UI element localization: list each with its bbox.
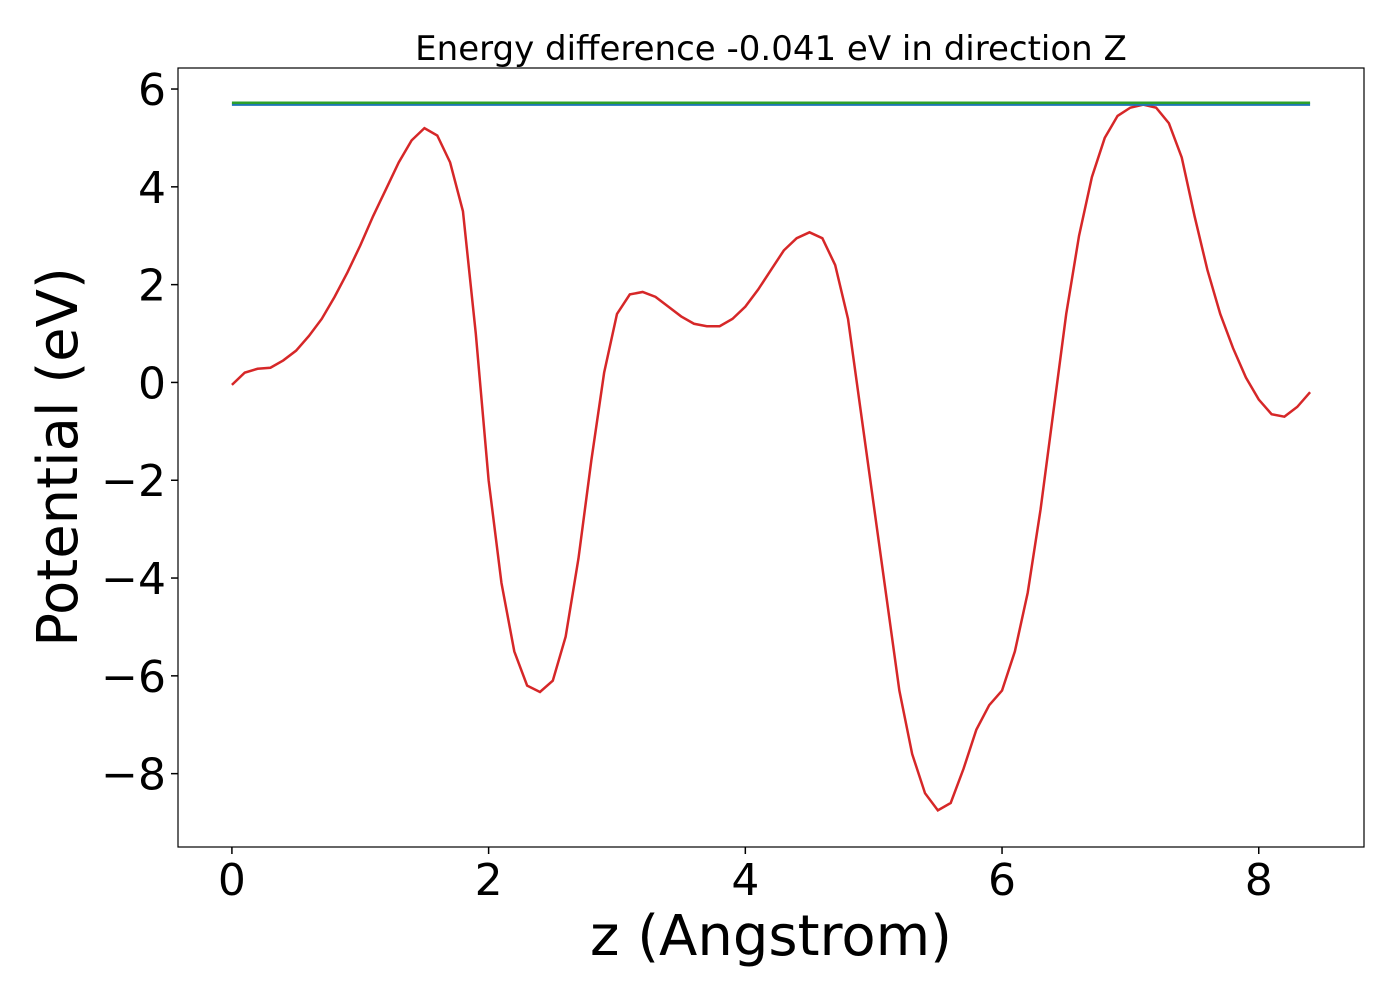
y-axis-label: Potential (eV) xyxy=(26,267,91,647)
y-tick-label: 0 xyxy=(138,358,166,409)
x-tick-label: 0 xyxy=(218,855,246,906)
chart-title: Energy difference -0.041 eV in direction… xyxy=(415,29,1127,69)
x-tick-label: 2 xyxy=(475,855,503,906)
y-tick-label: 6 xyxy=(138,65,166,116)
y-tick-label: 2 xyxy=(138,261,166,312)
y-tick-label: −8 xyxy=(101,750,166,801)
x-axis-label: z (Angstrom) xyxy=(590,904,952,969)
x-tick-label: 6 xyxy=(988,855,1016,906)
plot-frame xyxy=(177,67,1365,848)
x-tick-label: 4 xyxy=(731,855,759,906)
y-tick-label: 4 xyxy=(138,163,166,214)
data-line xyxy=(231,103,1312,812)
y-tick-label: −2 xyxy=(101,456,166,507)
y-tick-label: −4 xyxy=(101,554,166,605)
x-tick-label: 8 xyxy=(1245,855,1273,906)
y-tick-label: −6 xyxy=(101,652,166,703)
